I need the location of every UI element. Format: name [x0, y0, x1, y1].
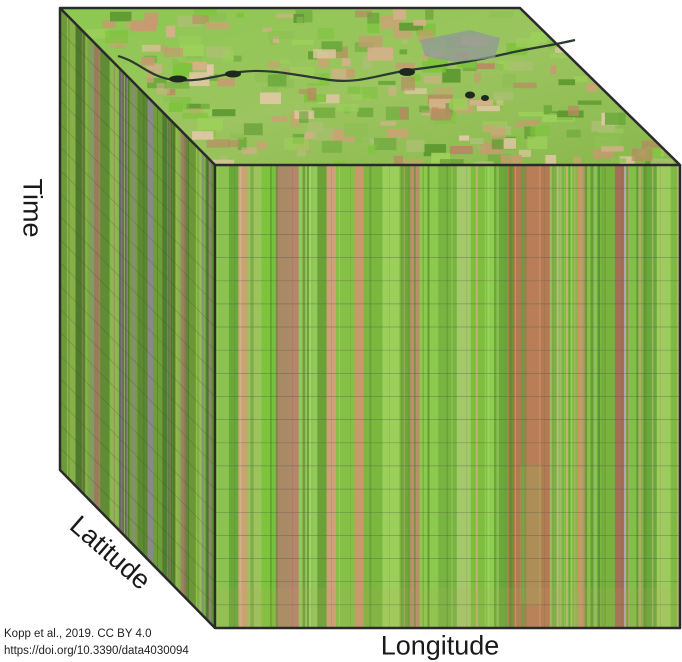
doi-credit: https://doi.org/10.3390/data4030094: [4, 645, 189, 657]
lake-shape: [169, 75, 187, 83]
longitude-axis-label: Longitude: [380, 630, 500, 661]
cube-front-face: [215, 165, 681, 628]
citation-credit: Kopp et al., 2019. CC BY 4.0: [4, 628, 152, 640]
lake-shape: [399, 68, 415, 76]
front-face-grid: [215, 165, 680, 628]
lake-shape: [225, 70, 241, 78]
cube-top-face: [60, 8, 680, 165]
time-axis-label: Time: [17, 178, 48, 238]
lake-shape: [481, 95, 489, 101]
lake-shape: [465, 91, 475, 99]
top-face-field-patches: [85, 8, 674, 165]
side-face-grid: [59, 30, 216, 606]
town-area: [420, 30, 500, 62]
cube-side-face: [59, 8, 216, 629]
front-face-stripes: [215, 165, 681, 628]
cube-outline: [58, 6, 682, 630]
side-face-stripes: [60, 8, 216, 629]
